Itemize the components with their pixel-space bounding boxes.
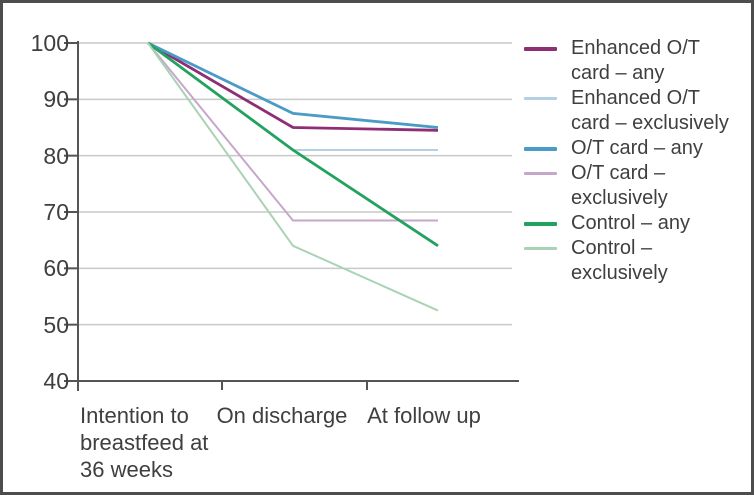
series-line-0 — [147, 41, 439, 132]
legend-item-4: Control – any — [524, 211, 749, 236]
legend-swatch-icon — [524, 172, 557, 175]
legend-swatch-icon — [524, 222, 557, 226]
series-line-4 — [147, 41, 439, 247]
x-axis-label-intention: Intention to breastfeed at 36 weeks — [80, 403, 209, 482]
y-axis-tick-label-70: 70 — [43, 199, 69, 225]
series-line-5 — [147, 42, 439, 312]
x-axis-label-discharge: On discharge — [216, 403, 348, 428]
legend-item-3: O/T card – exclusively — [524, 161, 749, 211]
legend-label: Control – exclusively — [571, 237, 668, 284]
legend-label: Enhanced O/T card – any — [571, 37, 700, 84]
y-axis-tick-label-100: 100 — [30, 30, 69, 56]
y-axis-tick-label-90: 90 — [43, 86, 69, 113]
legend-label: Enhanced O/T card – exclusively — [571, 87, 729, 134]
legend-item-1: Enhanced O/T card – exclusively — [524, 86, 749, 136]
legend-swatch-icon — [524, 147, 557, 151]
legend-label: O/T card – exclusively — [571, 162, 668, 209]
legend-swatch-icon — [524, 97, 557, 100]
legend-item-5: Control – exclusively — [524, 236, 749, 286]
y-axis-tick-label-40: 40 — [43, 368, 69, 394]
line-plot — [64, 41, 519, 391]
series-line-2 — [147, 41, 439, 129]
legend-item-0: Enhanced O/T card – any — [524, 36, 749, 86]
legend-label: O/T card – any — [571, 137, 703, 159]
legend-swatch-icon — [524, 247, 557, 250]
legend-swatch-icon — [524, 47, 557, 51]
legend-label: Control – any — [571, 212, 690, 234]
series-line-3 — [147, 42, 438, 222]
chart-legend: Enhanced O/T card – any Enhanced O/T card… — [524, 36, 749, 286]
y-axis-tick-label-50: 50 — [43, 311, 69, 338]
legend-item-2: O/T card – any — [524, 136, 749, 161]
x-axis-label-followup: At follow up — [367, 403, 481, 428]
y-axis-tick-label-80: 80 — [43, 142, 69, 169]
y-axis-tick-label-60: 60 — [43, 255, 69, 282]
